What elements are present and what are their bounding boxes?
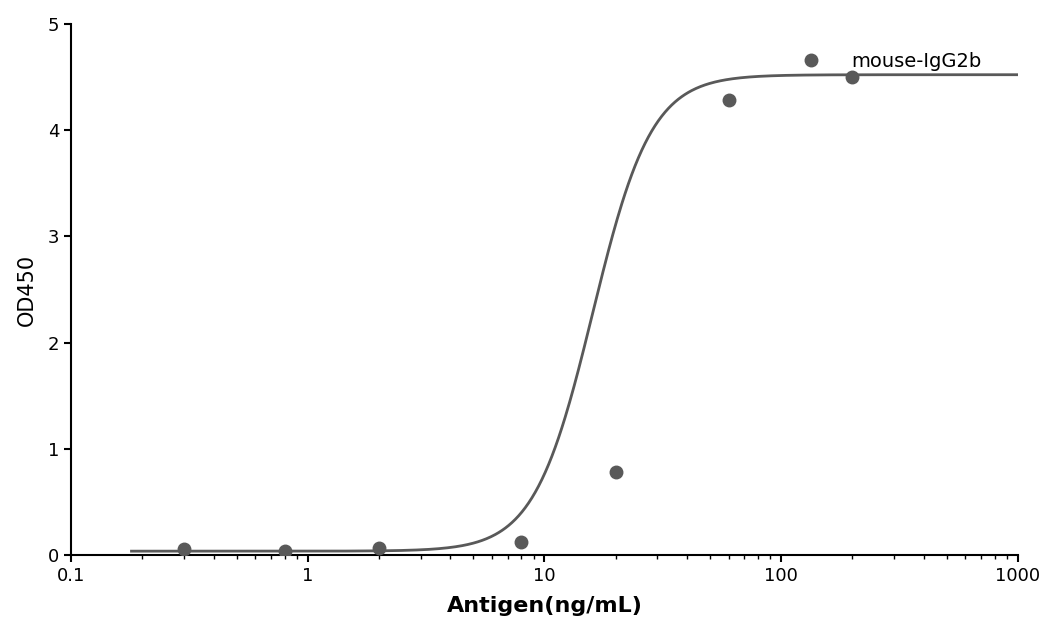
mouse-IgG2b	[846, 73, 858, 80]
Y-axis label: OD450: OD450	[17, 253, 37, 325]
Line: mouse-IgG2b: mouse-IgG2b	[178, 71, 858, 558]
Legend: mouse-IgG2b: mouse-IgG2b	[779, 44, 989, 78]
X-axis label: Antigen(ng/mL): Antigen(ng/mL)	[446, 596, 643, 617]
mouse-IgG2b	[178, 545, 190, 553]
mouse-IgG2b	[373, 544, 386, 552]
mouse-IgG2b	[278, 548, 291, 555]
mouse-IgG2b	[515, 538, 527, 546]
mouse-IgG2b	[722, 96, 735, 104]
mouse-IgG2b	[609, 468, 622, 476]
